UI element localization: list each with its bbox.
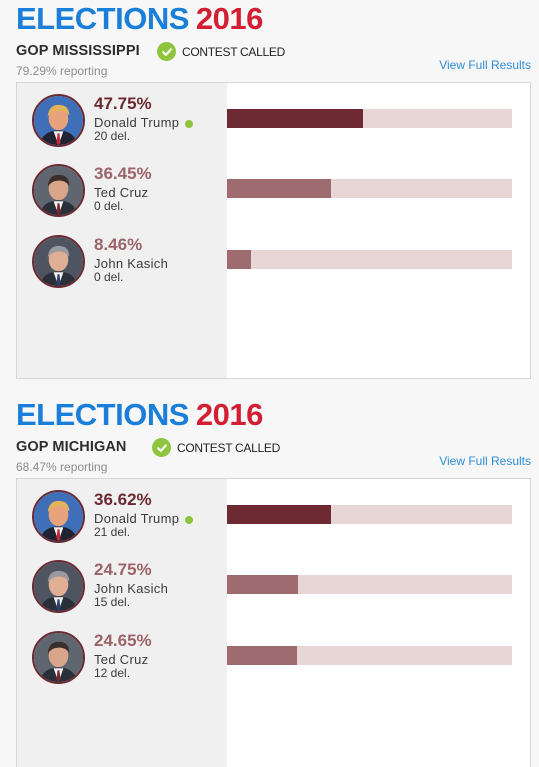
delegate-count: 0 del. (94, 199, 124, 213)
avatar-trump (32, 490, 85, 543)
vote-bar-track (227, 179, 512, 198)
delegate-count: 0 del. (94, 270, 124, 284)
candidate-row-cruz: 24.65% Ted Cruz 12 del. (17, 631, 532, 691)
vote-bar-fill (227, 109, 364, 128)
vote-percent: 47.75% (94, 94, 152, 113)
candidate-name-text: Donald Trump (94, 115, 180, 130)
logo-word: ELECTIONS (16, 397, 189, 432)
vote-bar-fill (227, 505, 332, 524)
avatar-trump (32, 94, 85, 147)
candidate-row-trump: 36.62% Donald Trump 21 del. (17, 490, 532, 550)
delegate-count: 20 del. (94, 129, 131, 143)
delegate-count: 15 del. (94, 595, 131, 609)
logo-word: ELECTIONS (16, 1, 189, 36)
check-circle-icon (157, 42, 176, 61)
reporting-status: 68.47% reporting (16, 460, 108, 474)
results-panel: 36.62% Donald Trump 21 del. 24.75% John … (16, 478, 531, 767)
delegate-count: 21 del. (94, 525, 131, 539)
vote-bar-track (227, 109, 512, 128)
avatar-cruz (32, 631, 85, 684)
candidate-row-kasich: 8.46% John Kasich 0 del. (17, 235, 532, 295)
vote-percent: 36.45% (94, 164, 152, 183)
candidate-name: Ted Cruz (94, 185, 149, 200)
contest-called-label: CONTEST CALLED (177, 440, 280, 455)
avatar-kasich (32, 560, 85, 613)
winner-dot-icon (185, 515, 194, 524)
candidate-name: Donald Trump (94, 115, 194, 130)
vote-bar-track (227, 575, 512, 594)
contest-called-badge: CONTEST CALLED (152, 438, 280, 457)
contest-called-label: CONTEST CALLED (182, 44, 285, 59)
delegate-count: 12 del. (94, 666, 131, 680)
vote-bar-fill (227, 250, 252, 269)
candidate-name: Donald Trump (94, 511, 194, 526)
candidate-row-cruz: 36.45% Ted Cruz 0 del. (17, 164, 532, 224)
candidate-name: John Kasich (94, 581, 169, 596)
vote-bar-track (227, 505, 512, 524)
candidate-name: Ted Cruz (94, 652, 149, 667)
vote-percent: 24.75% (94, 560, 152, 579)
vote-bar-fill (227, 179, 331, 198)
winner-dot-icon (185, 119, 194, 128)
race-title: GOP MICHIGAN (16, 439, 127, 455)
elections-2016-logo: ELECTIONS 2016 (16, 1, 263, 36)
vote-bar-track (227, 250, 512, 269)
vote-bar-fill (227, 646, 298, 665)
avatar-cruz (32, 164, 85, 217)
election-widget-mississippi: ELECTIONS 2016 GOP MISSISSIPPI CONTEST C… (16, 1, 531, 379)
logo-year: 2016 (195, 1, 263, 36)
view-full-results-link[interactable]: View Full Results (439, 58, 531, 72)
candidate-name: John Kasich (94, 256, 169, 271)
election-widget-michigan: ELECTIONS 2016 GOP MICHIGAN CONTEST CALL… (0, 396, 539, 767)
contest-called-badge: CONTEST CALLED (157, 42, 285, 61)
candidate-row-kasich: 24.75% John Kasich 15 del. (17, 560, 532, 620)
avatar-kasich (32, 235, 85, 288)
candidate-row-trump: 47.75% Donald Trump 20 del. (17, 94, 532, 154)
vote-percent: 8.46% (94, 235, 143, 254)
candidate-name-text: Donald Trump (94, 511, 180, 526)
view-full-results-link[interactable]: View Full Results (439, 454, 531, 468)
elections-2016-logo: ELECTIONS 2016 (16, 397, 263, 432)
reporting-status: 79.29% reporting (16, 64, 108, 78)
vote-bar-track (227, 646, 512, 665)
logo-year: 2016 (195, 397, 263, 432)
vote-percent: 36.62% (94, 490, 152, 509)
vote-bar-fill (227, 575, 298, 594)
check-circle-icon (152, 438, 171, 457)
race-title: GOP MISSISSIPPI (16, 43, 140, 59)
results-panel: 47.75% Donald Trump 20 del. 36.45% Ted C… (16, 82, 531, 379)
vote-percent: 24.65% (94, 631, 152, 650)
